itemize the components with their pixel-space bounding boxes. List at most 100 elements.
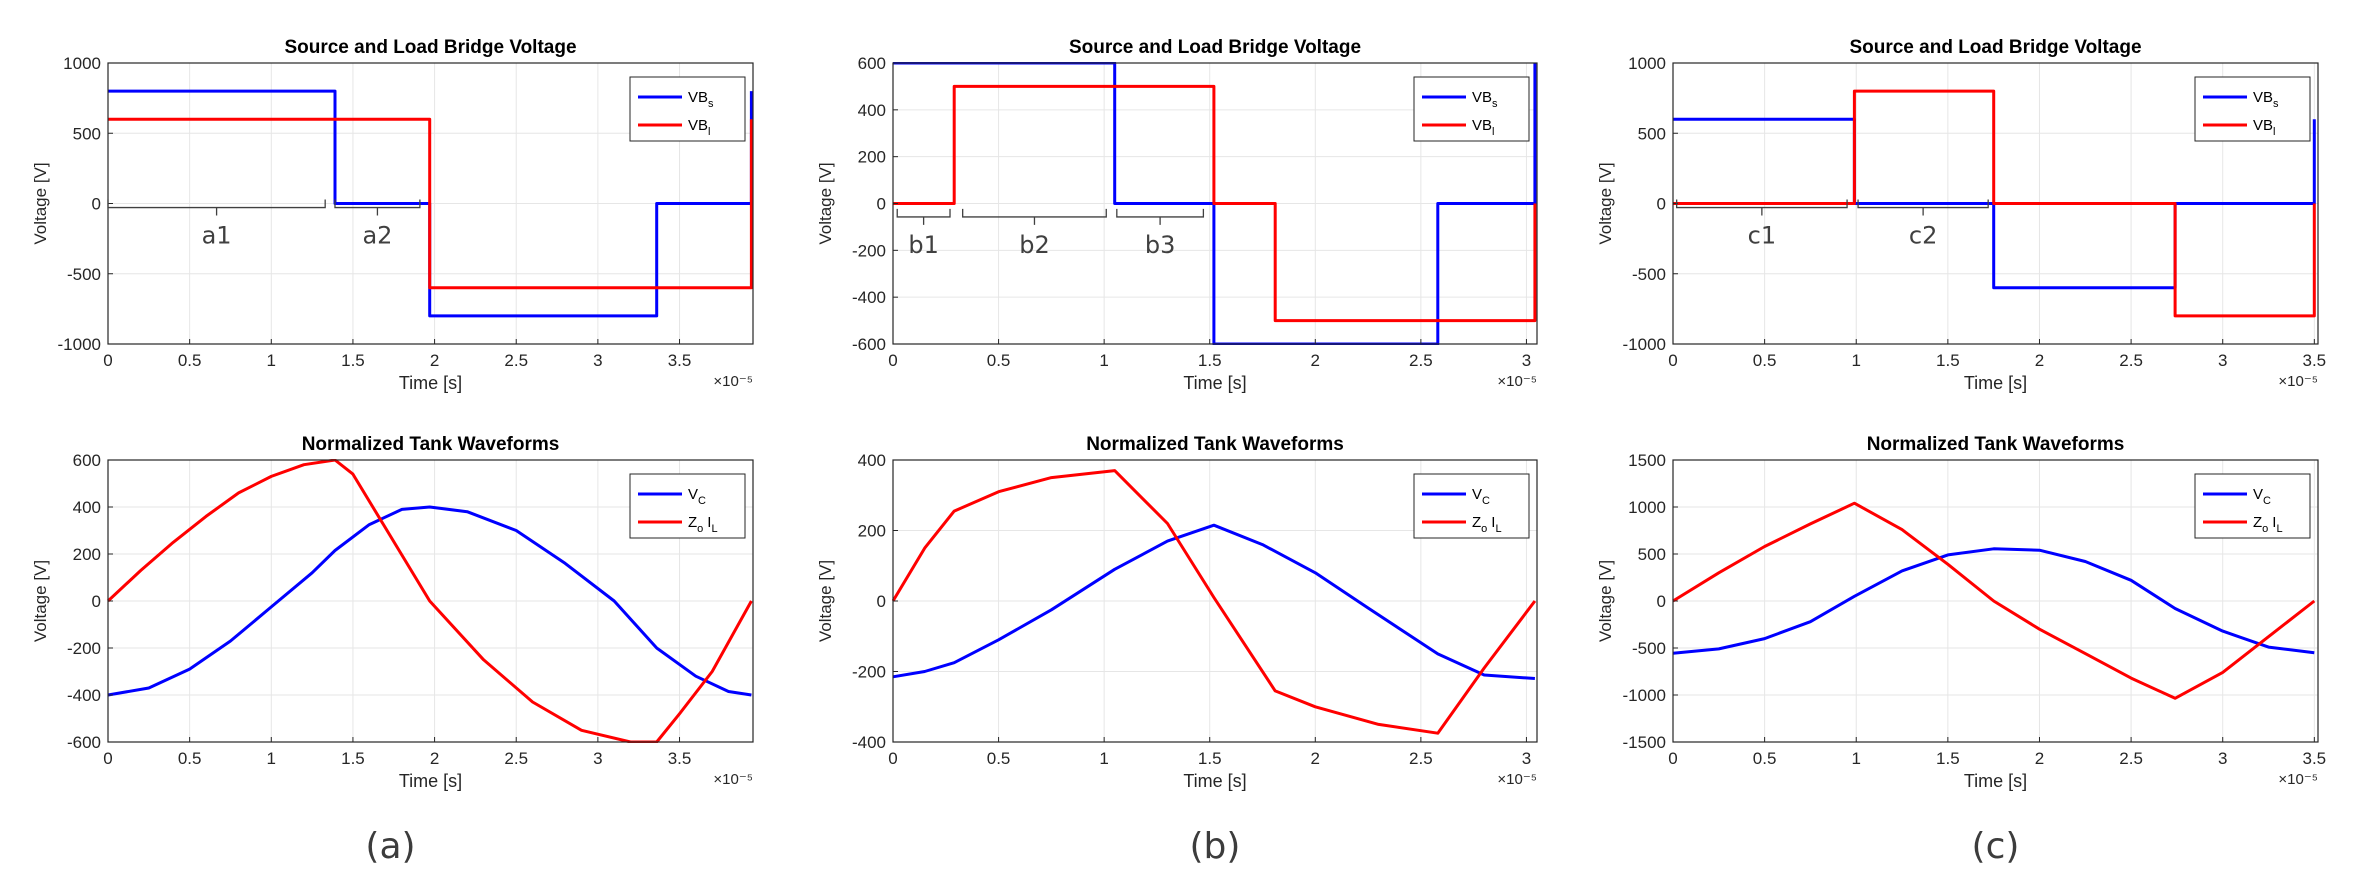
legend-name: V: [1472, 486, 1482, 503]
legend-subscript: l: [1492, 126, 1494, 138]
annotation-label: b2: [1019, 231, 1050, 259]
annotation-bracket: [896, 208, 951, 225]
y-tick-label: -500: [1632, 639, 1666, 658]
legend-subscript: o: [1481, 523, 1487, 535]
x-tick-label: 3.5: [668, 351, 692, 370]
y-tick-label: 1000: [1628, 498, 1666, 517]
y-tick-label: -400: [852, 733, 886, 752]
legend-subscript: L: [1495, 523, 1501, 535]
chart-title: Source and Load Bridge Voltage: [284, 37, 576, 58]
annotation-bracket: [1116, 208, 1205, 225]
x-tick-label: 2.5: [504, 749, 528, 768]
series-line-2: [1672, 501, 2316, 700]
legend-name: V: [2253, 486, 2263, 503]
y-tick-label: 0: [1657, 195, 1666, 214]
legend-subscript: s: [708, 98, 714, 110]
legend-name: Z: [688, 514, 697, 531]
x-axis-label: Time [s]: [1964, 771, 2027, 791]
x-axis-multiplier: ×10⁻⁵: [1497, 771, 1537, 788]
y-tick-label: 400: [858, 101, 886, 120]
annotation-bracket: [1676, 199, 1848, 216]
x-tick-label: 0: [103, 749, 112, 768]
x-tick-label: 3: [593, 749, 602, 768]
y-tick-label: -400: [852, 288, 886, 307]
chart-title: Source and Load Bridge Voltage: [1069, 37, 1361, 58]
annotation-label: b1: [908, 231, 939, 259]
segment-annotation: a2: [334, 199, 421, 250]
y-tick-label: -200: [67, 639, 101, 658]
x-tick-label: 1: [1099, 749, 1108, 768]
annotation-label: c2: [1909, 222, 1937, 250]
series-line-2: [893, 84, 1537, 323]
y-tick-label: 400: [73, 498, 101, 517]
x-tick-label: 3.5: [2303, 749, 2327, 768]
chart-title: Normalized Tank Waveforms: [1867, 434, 2125, 455]
x-tick-label: 3: [1522, 749, 1531, 768]
annotation-bracket: [334, 199, 421, 216]
legend-subscript: l: [2273, 126, 2275, 138]
y-tick-label: 200: [858, 148, 886, 167]
y-tick-label: -1000: [1623, 335, 1666, 354]
legend-subscript: o: [2262, 523, 2268, 535]
y-axis-label: Voltage [V]: [1596, 162, 1615, 244]
segment-annotation: b3: [1116, 208, 1205, 259]
x-tick-label: 1: [1852, 351, 1861, 370]
y-axis-label: Voltage [V]: [31, 560, 50, 642]
x-tick-label: 2.5: [2119, 749, 2143, 768]
legend: VBs VBl: [629, 76, 746, 142]
legend-subscript: C: [698, 495, 706, 507]
x-tick-label: 3: [593, 351, 602, 370]
x-axis-label: Time [s]: [1183, 771, 1246, 791]
series-line-1: [892, 523, 1536, 680]
annotation-label: a1: [202, 222, 232, 250]
x-tick-label: 0: [1668, 351, 1677, 370]
x-tick-label: 0: [1668, 749, 1677, 768]
legend-name: VB: [2253, 117, 2273, 134]
y-tick-label: -200: [852, 241, 886, 260]
legend-label: Zo IL: [688, 514, 718, 535]
y-tick-label: 0: [1657, 592, 1666, 611]
y-axis-label: Voltage [V]: [1596, 560, 1615, 642]
x-tick-label: 2.5: [1409, 749, 1433, 768]
panel-caption: (c): [1972, 826, 2020, 867]
legend-label: VBl: [688, 117, 710, 138]
x-tick-label: 2: [2035, 351, 2044, 370]
y-tick-label: 0: [92, 195, 101, 214]
legend-subscript: C: [2263, 495, 2271, 507]
x-tick-label: 0.5: [178, 351, 202, 370]
legend-name: I: [2272, 514, 2276, 531]
annotation-label: c1: [1748, 222, 1776, 250]
x-tick-label: 2: [2035, 749, 2044, 768]
series-line-2: [107, 459, 753, 743]
legend-subscript: o: [697, 523, 703, 535]
legend-subscript: L: [711, 523, 717, 535]
y-tick-label: 200: [73, 545, 101, 564]
x-tick-label: 1: [267, 351, 276, 370]
legend-label: VBl: [2253, 117, 2275, 138]
y-tick-label: 0: [877, 592, 886, 611]
x-tick-label: 1.5: [1198, 749, 1222, 768]
legend-name: VB: [688, 117, 708, 134]
y-tick-label: 0: [92, 592, 101, 611]
panel-caption: (a): [365, 826, 415, 867]
y-tick-label: -600: [67, 733, 101, 752]
segment-annotation: b2: [962, 208, 1107, 259]
legend-label: VBs: [1472, 89, 1498, 110]
legend-box: [2194, 473, 2311, 539]
annotation-label: b3: [1145, 231, 1176, 259]
legend-box: [1413, 76, 1530, 142]
y-tick-label: 200: [858, 522, 886, 541]
x-tick-label: 1.5: [1936, 749, 1960, 768]
legend-box: [1413, 473, 1530, 539]
chart-title: Source and Load Bridge Voltage: [1849, 37, 2141, 58]
annotation-bracket: [962, 208, 1107, 225]
y-axis-label: Voltage [V]: [816, 162, 835, 244]
chart-title: Normalized Tank Waveforms: [302, 434, 560, 455]
x-tick-label: 0: [888, 749, 897, 768]
legend-label: VC: [688, 486, 706, 507]
legend-name: VB: [1472, 89, 1492, 106]
y-tick-label: -500: [1632, 265, 1666, 284]
legend-box: [629, 76, 746, 142]
